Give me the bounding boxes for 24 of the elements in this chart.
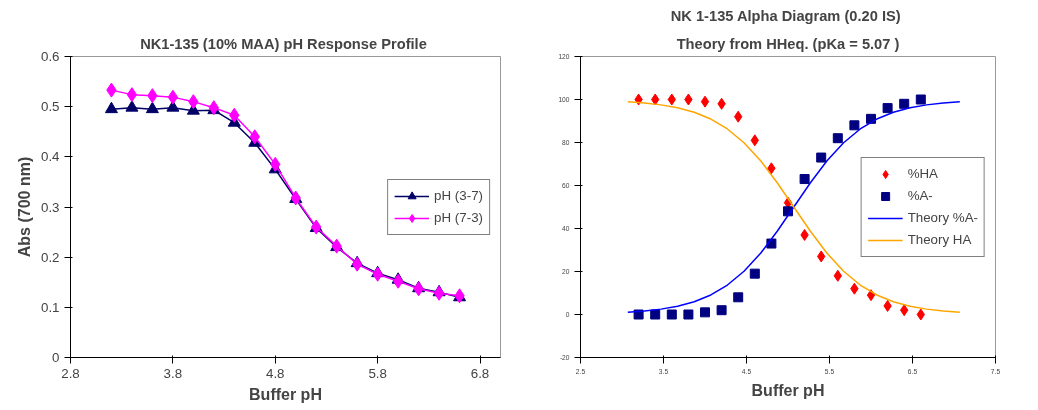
legend-label: pH (7-3) [434, 210, 483, 225]
legend-label: pH (3-7) [434, 188, 483, 203]
x-axis-title: Buffer pH [751, 381, 825, 399]
y-tick-label: 0.4 [40, 149, 61, 165]
x-tick-label: 5.8 [368, 365, 387, 381]
legend-label: Theory HA [907, 232, 972, 247]
y-tick-label: 0.6 [40, 49, 60, 64]
legend-label: %A- [907, 188, 933, 203]
y-tick-label: 0.5 [40, 99, 60, 115]
y-tick-label: 0.2 [40, 249, 60, 265]
x-tick-label: 4.8 [266, 365, 285, 381]
chart-title: NK 1-135 Alpha Diagram (0.20 IS) [670, 7, 901, 24]
y-axis-title: Abs (700 nm) [15, 156, 33, 258]
x-tick-label: 3.8 [163, 365, 183, 381]
x-axis-title: Buffer pH [249, 385, 322, 403]
y-tick-label: 0.1 [40, 299, 60, 315]
x-tick-label: 6.8 [470, 365, 490, 381]
legend-label: Theory %A- [907, 210, 978, 225]
chart-title: NK1-135 (10% MAA) pH Response Profile [140, 35, 427, 52]
y-tick-label: 0.3 [40, 199, 60, 215]
y-tick-label: 0 [52, 350, 60, 365]
x-tick-label: 2.8 [61, 365, 80, 381]
chart-subtitle: Theory from HHeq. (pKa = 5.07 ) [676, 35, 900, 52]
legend-label: %HA [907, 166, 938, 181]
